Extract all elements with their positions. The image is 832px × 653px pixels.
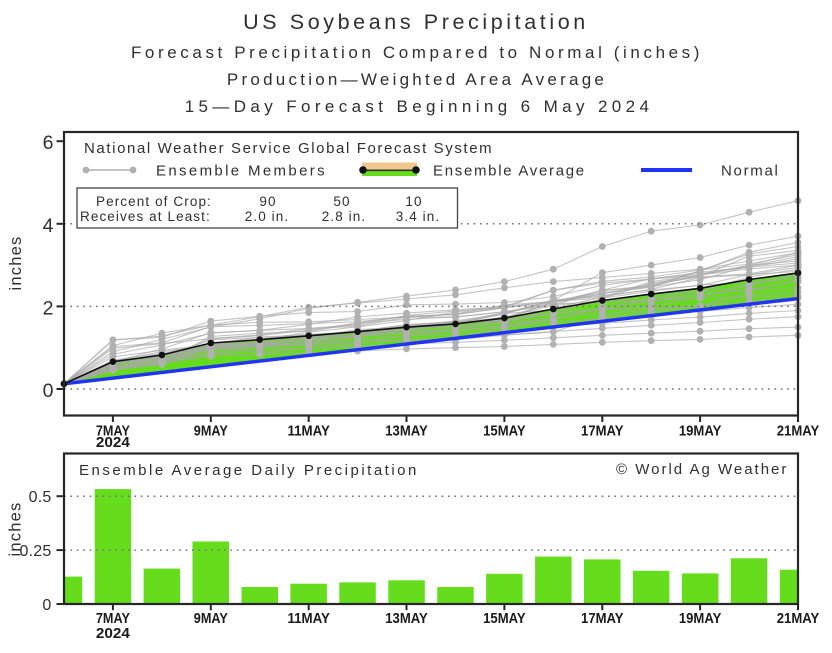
svg-text:Normal: Normal bbox=[721, 163, 780, 180]
svg-text:50: 50 bbox=[333, 194, 350, 209]
svg-text:19MAY: 19MAY bbox=[679, 422, 722, 439]
svg-text:Forecast Precipitation Compare: Forecast Precipitation Compared to Norma… bbox=[131, 43, 703, 62]
svg-text:US Soybeans Precipitation: US Soybeans Precipitation bbox=[243, 10, 589, 34]
svg-text:0.5: 0.5 bbox=[29, 489, 52, 506]
svg-text:17MAY: 17MAY bbox=[581, 422, 624, 439]
svg-text:Receives at Least:: Receives at Least: bbox=[80, 209, 211, 224]
svg-text:15—Day Forecast Beginning 6 Ma: 15—Day Forecast Beginning 6 May 2024 bbox=[185, 97, 654, 116]
svg-text:3.4 in.: 3.4 in. bbox=[396, 209, 440, 224]
svg-text:6: 6 bbox=[43, 132, 54, 154]
svg-text:2: 2 bbox=[43, 297, 54, 319]
svg-text:10: 10 bbox=[405, 194, 422, 209]
svg-text:13MAY: 13MAY bbox=[385, 610, 428, 627]
svg-text:4: 4 bbox=[43, 215, 54, 237]
svg-text:Ensemble Members: Ensemble Members bbox=[156, 163, 327, 180]
svg-text:2.8 in.: 2.8 in. bbox=[322, 209, 366, 224]
svg-text:2024: 2024 bbox=[96, 434, 131, 451]
svg-text:15MAY: 15MAY bbox=[483, 422, 526, 439]
svg-text:90: 90 bbox=[259, 194, 276, 209]
svg-text:0.25: 0.25 bbox=[20, 543, 52, 560]
svg-text:21MAY: 21MAY bbox=[777, 610, 820, 627]
svg-text:7MAY: 7MAY bbox=[96, 422, 130, 439]
svg-text:2.0 in.: 2.0 in. bbox=[245, 209, 289, 224]
svg-text:inches: inches bbox=[7, 236, 25, 291]
svg-text:0: 0 bbox=[42, 597, 51, 614]
svg-text:Ensemble Average: Ensemble Average bbox=[433, 163, 586, 180]
svg-text:21MAY: 21MAY bbox=[777, 422, 820, 439]
svg-text:Production—Weighted Area Avera: Production—Weighted Area Average bbox=[227, 70, 607, 89]
svg-text:2024: 2024 bbox=[96, 625, 131, 642]
svg-text:0: 0 bbox=[43, 380, 54, 402]
svg-text:9MAY: 9MAY bbox=[194, 422, 228, 439]
svg-text:9MAY: 9MAY bbox=[194, 610, 228, 627]
svg-text:19MAY: 19MAY bbox=[679, 610, 722, 627]
svg-text:15MAY: 15MAY bbox=[483, 610, 526, 627]
svg-text:17MAY: 17MAY bbox=[581, 610, 624, 627]
svg-text:inches: inches bbox=[7, 502, 25, 557]
svg-text:© World Ag Weather: © World Ag Weather bbox=[616, 461, 788, 478]
svg-text:Ensemble Average Daily Precipi: Ensemble Average Daily Precipitation bbox=[79, 462, 419, 479]
svg-text:11MAY: 11MAY bbox=[287, 422, 330, 439]
svg-text:Percent of Crop:: Percent of Crop: bbox=[96, 194, 212, 209]
svg-text:11MAY: 11MAY bbox=[287, 610, 330, 627]
svg-text:13MAY: 13MAY bbox=[385, 422, 428, 439]
svg-text:7MAY: 7MAY bbox=[96, 610, 130, 627]
svg-text:National Weather Service Globa: National Weather Service Global Forecast… bbox=[84, 140, 493, 157]
